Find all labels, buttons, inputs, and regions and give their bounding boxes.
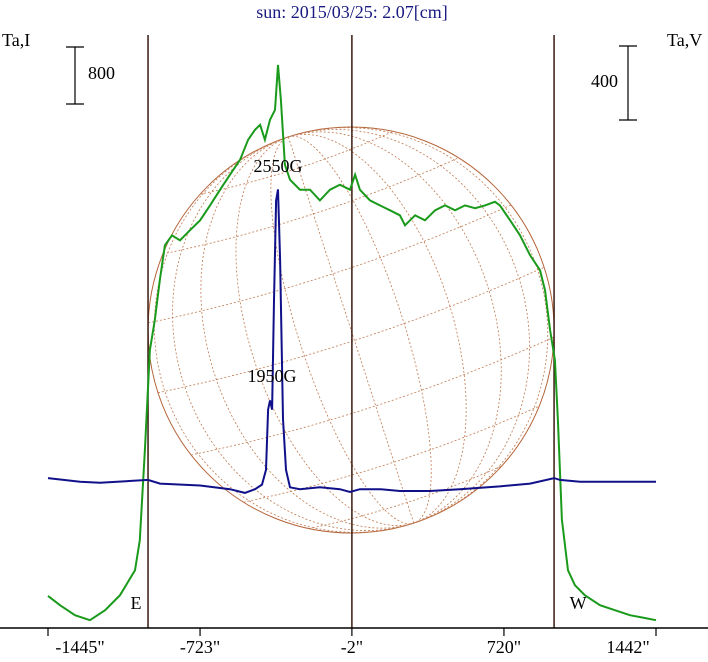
x-tick-label: 720" bbox=[487, 637, 521, 657]
chart-title: sun: 2015/03/25: 2.07[cm] bbox=[256, 2, 448, 22]
x-tick-label: -2" bbox=[341, 637, 363, 657]
limb-label: E bbox=[131, 593, 142, 613]
limb-label: W bbox=[570, 593, 587, 613]
scale-bar-label: 800 bbox=[88, 63, 115, 83]
parallel bbox=[162, 157, 459, 255]
x-tick-label: -1445" bbox=[55, 637, 104, 657]
parallel bbox=[243, 405, 540, 503]
y-axis-label: Ta,I bbox=[2, 30, 30, 50]
meridian bbox=[172, 129, 531, 531]
series-line bbox=[47, 189, 656, 494]
x-tick-label: 1442" bbox=[606, 637, 649, 657]
scale-bar-label: 400 bbox=[591, 71, 618, 91]
series-line bbox=[47, 64, 657, 622]
parallel bbox=[200, 131, 394, 195]
parallel bbox=[308, 465, 503, 529]
annotation: 2550G bbox=[254, 156, 303, 176]
annotation: 1950G bbox=[248, 366, 297, 386]
y2-axis-label: Ta,V bbox=[667, 30, 702, 50]
meridian bbox=[200, 131, 502, 529]
x-tick-label: -723" bbox=[180, 637, 220, 657]
